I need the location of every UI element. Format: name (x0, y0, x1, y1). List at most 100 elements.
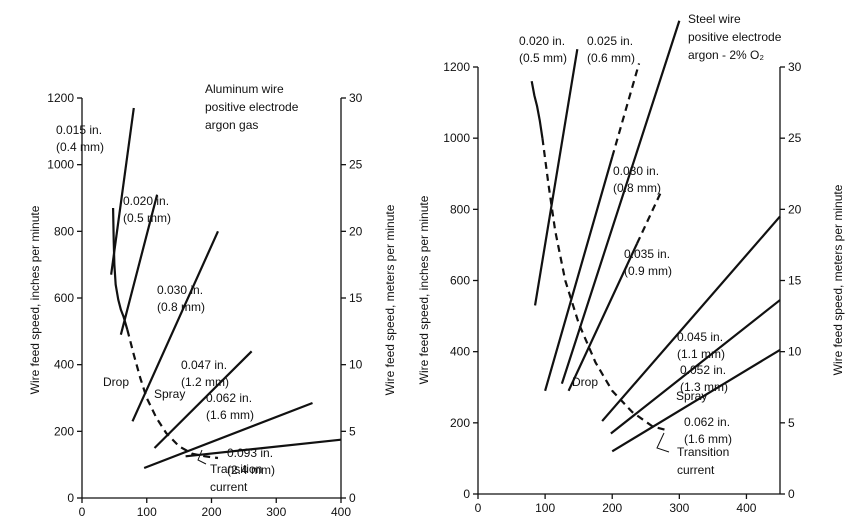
series-line (567, 243, 639, 392)
chart-title-line: Aluminum wire (205, 82, 284, 96)
left-y-axis-label: Wire feed speed, inches per minute (417, 195, 431, 384)
series-line (533, 49, 579, 306)
y-tick-label: 400 (450, 345, 470, 359)
y-tick-label: 1000 (443, 131, 470, 145)
y-tick-label: 800 (54, 224, 74, 238)
aluminum-wire-chart: 0 200 400 600 800 1000 1200 0 5 10 15 20 25 30 0 100 2… (28, 82, 397, 519)
y-tick-label: 1200 (47, 91, 74, 105)
series-label: (0.5 mm) (123, 211, 171, 225)
y2-tick-label: 30 (349, 91, 363, 105)
series-label: 0.062 in. (206, 391, 252, 405)
y2-tick-label: 0 (349, 491, 356, 505)
y-tick-label: 0 (67, 491, 74, 505)
spray-region-label: Spray (154, 387, 185, 401)
series-label: 0.052 in. (680, 363, 726, 377)
series-line (131, 230, 219, 422)
chart-title-line: argon - 2% O₂ (688, 48, 764, 62)
series-label: (0.4 mm) (56, 140, 104, 154)
x-tick-label: 200 (602, 501, 622, 515)
transition-curve-dashed (541, 138, 667, 432)
transition-label-line: current (210, 480, 248, 494)
left-y-axis-label: Wire feed speed, inches per minute (28, 205, 42, 394)
series-label: 0.015 in. (56, 123, 102, 137)
y2-tick-label: 15 (788, 274, 802, 288)
x-tick-label: 300 (266, 505, 286, 519)
series-label: (0.9 mm) (624, 264, 672, 278)
x-tick-label: 300 (669, 501, 689, 515)
series-line-dashed (636, 191, 663, 244)
y2-tick-label: 10 (349, 358, 363, 372)
y-tick-label: 200 (450, 416, 470, 430)
y-tick-label: 200 (54, 424, 74, 438)
transition-leader-line (197, 449, 207, 465)
series-label: (1.1 mm) (677, 347, 725, 361)
series-label: (0.8 mm) (613, 181, 661, 195)
series-line (153, 350, 253, 449)
series-line (611, 348, 781, 453)
chart-title-line: positive electrode (688, 30, 782, 44)
x-tick-label: 400 (331, 505, 351, 519)
y2-tick-label: 20 (788, 202, 802, 216)
y2-tick-label: 5 (788, 416, 795, 430)
series-label: 0.025 in. (587, 34, 633, 48)
chart-title-line: argon gas (205, 118, 258, 132)
x-tick-label: 0 (79, 505, 86, 519)
y-tick-label: 1200 (443, 60, 470, 74)
y2-tick-label: 0 (788, 487, 795, 501)
x-tick-label: 400 (736, 501, 756, 515)
chart-title-line: Steel wire (688, 12, 741, 26)
x-tick-label: 0 (475, 501, 482, 515)
series-label: (0.8 mm) (157, 300, 205, 314)
right-y-axis-label: Wire feed speed, meters per minute (831, 184, 845, 375)
y2-tick-label: 20 (349, 224, 363, 238)
transition-label-line: current (677, 463, 715, 477)
right-y-axis-label: Wire feed speed, meters per minute (383, 204, 397, 395)
series-line (610, 299, 781, 435)
series-label: 0.030 in. (613, 164, 659, 178)
series-line (601, 215, 781, 422)
series-label: (1.6 mm) (684, 432, 732, 446)
series-label: (0.5 mm) (519, 51, 567, 65)
y-tick-label: 1000 (47, 158, 74, 172)
series-label: (1.3 mm) (680, 380, 728, 394)
y-tick-label: 600 (54, 291, 74, 305)
y-tick-label: 600 (450, 274, 470, 288)
transition-label-line: Transition (677, 445, 729, 459)
series-label: 0.020 in. (123, 194, 169, 208)
series-label: (0.6 mm) (587, 51, 635, 65)
y2-tick-label: 5 (349, 424, 356, 438)
series-label: 0.020 in. (519, 34, 565, 48)
y-tick-label: 400 (54, 358, 74, 372)
y2-tick-label: 10 (788, 345, 802, 359)
transition-leader-line (656, 432, 670, 453)
series-line (185, 438, 342, 458)
chart-title-line: positive electrode (205, 100, 299, 114)
series-label: 0.035 in. (624, 247, 670, 261)
y2-tick-label: 25 (788, 131, 802, 145)
x-tick-label: 100 (535, 501, 555, 515)
steel-wire-chart: 0 200 400 600 800 1000 1200 0 5 10 15 20 25 30 0 100 2… (417, 12, 845, 515)
spray-region-label: Spray (676, 389, 707, 403)
y-tick-label: 0 (463, 487, 470, 501)
y2-tick-label: 25 (349, 158, 363, 172)
series-label: 0.093 in. (227, 446, 273, 460)
series-label: 0.062 in. (684, 415, 730, 429)
series-label: (2.4 mm) (227, 463, 275, 477)
series-line (560, 20, 681, 385)
drop-region-label: Drop (103, 375, 129, 389)
series-line (544, 156, 614, 392)
series-label: (1.6 mm) (206, 408, 254, 422)
series-line (119, 194, 159, 335)
drop-region-label: Drop (572, 375, 598, 389)
series-label: 0.045 in. (677, 330, 723, 344)
y2-tick-label: 15 (349, 291, 363, 305)
series-label: (1.2 mm) (181, 375, 229, 389)
transition-curve (111, 207, 129, 330)
transition-curve-dashed (126, 329, 219, 460)
series-line (143, 401, 313, 470)
x-tick-label: 200 (201, 505, 221, 519)
series-label: 0.030 in. (157, 283, 203, 297)
transition-label-line: Transition (210, 462, 262, 476)
y2-tick-label: 30 (788, 60, 802, 74)
